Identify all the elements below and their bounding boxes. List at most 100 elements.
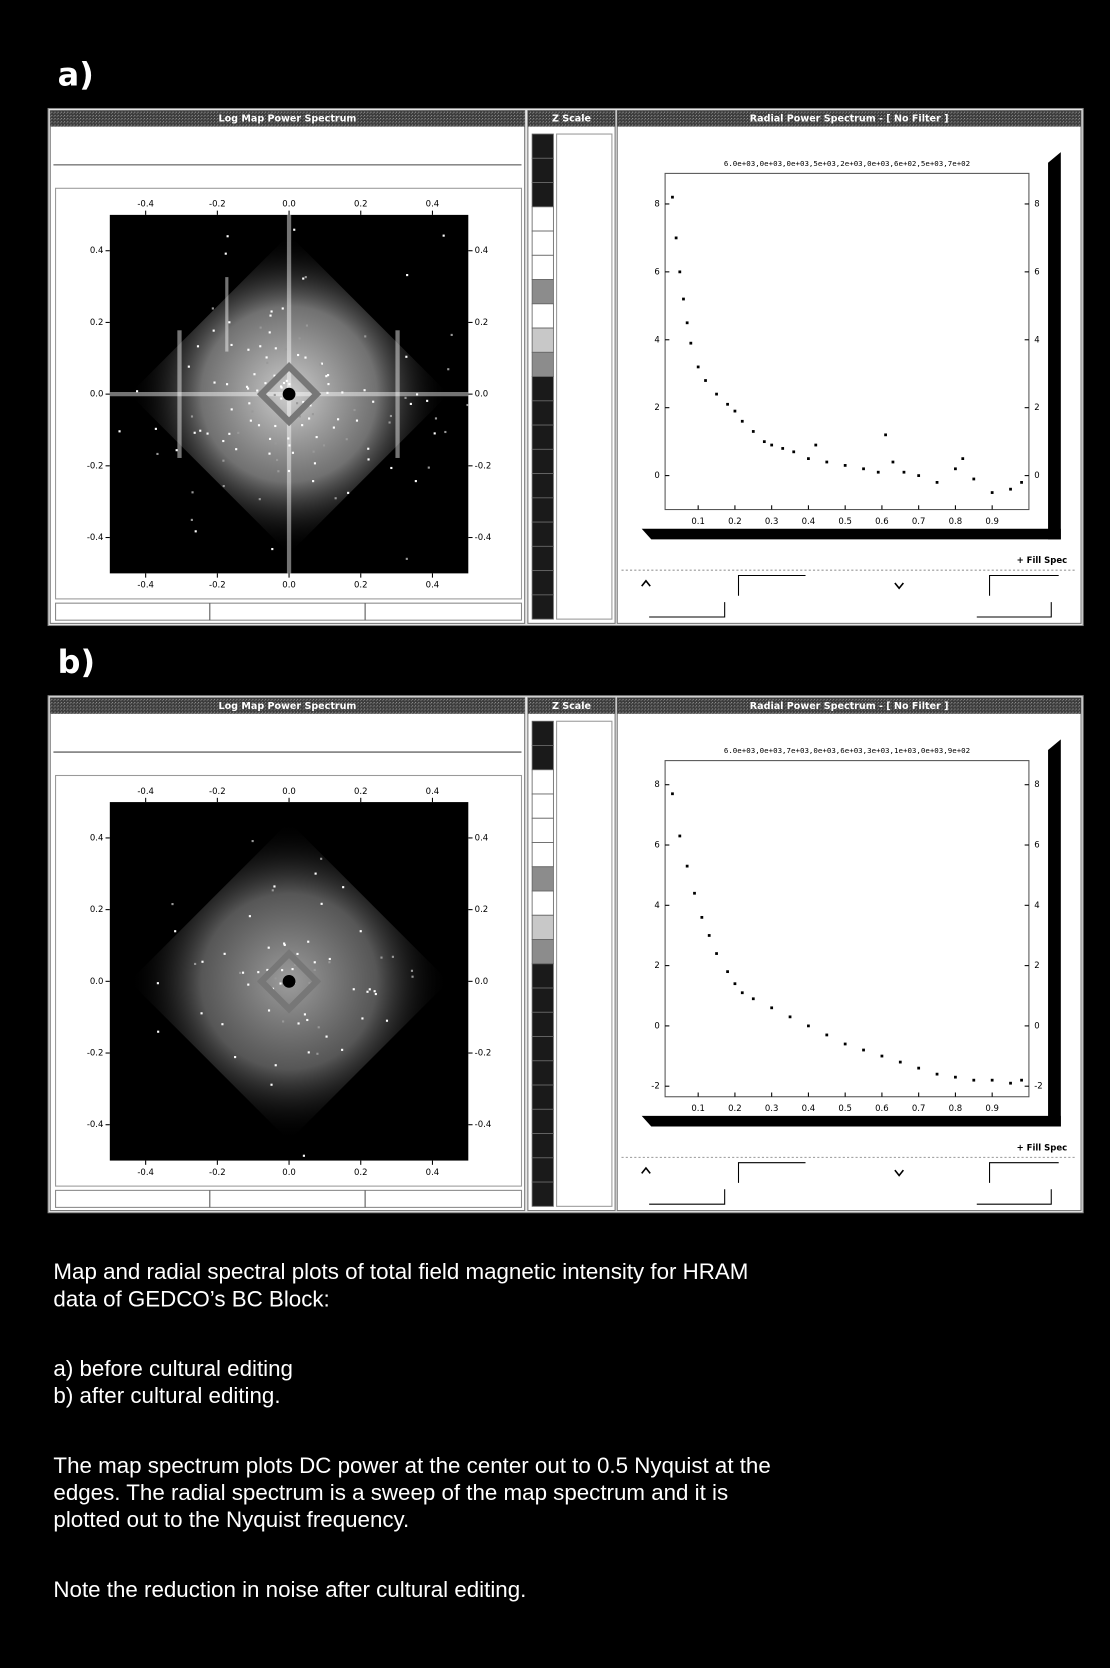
zscale-swatch — [531, 1084, 554, 1110]
map-speck — [156, 982, 159, 985]
y-tick-label: 0 — [654, 1021, 659, 1031]
map-speck — [374, 992, 377, 996]
caption-line: Note the reduction in noise after cultur… — [53, 1577, 526, 1602]
map-speck — [287, 469, 291, 473]
y-tick-label: 6 — [654, 841, 659, 851]
map-noise — [129, 821, 449, 1157]
x-tick-label: -0.4 — [137, 200, 154, 210]
spectrum-point — [880, 1054, 884, 1058]
zscale-swatch — [531, 1157, 554, 1183]
map-speck — [291, 968, 294, 971]
spectrum-point — [972, 1078, 976, 1082]
map-speck — [201, 960, 204, 963]
x-tick-label: 0.0 — [282, 581, 296, 591]
panel-label: b) — [58, 643, 95, 681]
spectrum-point — [678, 834, 682, 838]
map-speck — [267, 946, 270, 949]
spectrum-point — [671, 195, 674, 199]
map-dc — [282, 974, 296, 988]
spectrum-point — [917, 474, 921, 477]
map-speck — [308, 417, 311, 420]
zscale-swatch — [531, 914, 554, 940]
map-ring — [256, 949, 322, 1014]
spectrum-point — [807, 1024, 810, 1028]
x-tick-label: 0.4 — [802, 517, 816, 527]
map-speck — [273, 393, 276, 396]
spectrum-point — [740, 991, 744, 995]
x-tick-label: 0.2 — [354, 1168, 368, 1178]
map-speck — [466, 403, 469, 407]
title-bar — [50, 697, 525, 714]
caption-line: data of GEDCO’s BC Block: — [53, 1286, 329, 1311]
map-speck — [191, 491, 194, 494]
x-tick-label: 0.5 — [838, 517, 852, 527]
y-tick-label: -2 — [1034, 1082, 1042, 1092]
map-speck — [320, 857, 323, 860]
spectrum-point — [770, 443, 774, 447]
map-speck — [314, 872, 317, 875]
zscale-swatch — [531, 206, 554, 232]
panel-label: a) — [58, 56, 94, 94]
map-speck — [352, 988, 355, 991]
map-speck — [313, 462, 317, 465]
zscale-swatch — [531, 497, 554, 523]
y-tick-label: 6 — [1034, 267, 1039, 277]
status-row — [55, 602, 523, 621]
map-speck — [307, 940, 310, 943]
map-speck — [267, 1009, 271, 1012]
y-tick-label: 8 — [1034, 199, 1039, 209]
map-speck — [200, 1012, 203, 1015]
map-speck — [390, 466, 393, 470]
map-speck — [332, 426, 335, 429]
spectrum-point — [788, 1015, 792, 1019]
map-speck — [264, 382, 267, 385]
window-title: Radial Power Spectrum - [ No Filter ] — [750, 701, 949, 712]
map-speck — [294, 980, 297, 983]
map-speck — [235, 448, 238, 451]
x-tick-label: 0.1 — [691, 1104, 705, 1114]
zscale-swatch — [531, 890, 554, 916]
map-speck — [156, 452, 159, 456]
map-speck — [373, 990, 376, 993]
map-speck — [444, 430, 447, 434]
y-tick-label: 0.4 — [90, 833, 104, 843]
spectrum-point — [1009, 487, 1012, 491]
spectrum-point — [726, 970, 729, 974]
spectrum-point — [1020, 481, 1023, 484]
map-speck — [251, 839, 254, 843]
spectrum-point — [689, 341, 693, 345]
fill-spec-button: + Fill Spec — [1017, 556, 1068, 566]
map-speck — [303, 1013, 306, 1016]
status-row — [55, 1189, 523, 1208]
x-tick-label: 0.2 — [354, 787, 368, 797]
zscale-swatch — [531, 1060, 554, 1086]
x-tick-label: 0.4 — [426, 1168, 440, 1178]
y-tick-label: 0.0 — [90, 977, 104, 987]
map-speck — [293, 228, 296, 231]
map-speck — [342, 886, 345, 889]
map-speck — [404, 396, 407, 399]
title-bar — [617, 697, 1082, 714]
spectrum-point — [685, 321, 689, 325]
map-speck — [249, 419, 252, 422]
map-speck — [273, 885, 276, 888]
spectrum-point — [770, 1006, 774, 1010]
map-speck — [258, 498, 261, 501]
zscale-swatch — [531, 1108, 554, 1134]
spectrum-point — [990, 491, 994, 494]
x-tick-label: 0.0 — [282, 200, 296, 210]
zscale-panel — [556, 720, 613, 1207]
map-speck — [391, 955, 394, 958]
map-speck — [345, 438, 348, 441]
map-speck — [327, 383, 330, 386]
map-speck — [326, 391, 329, 394]
map-speck — [268, 331, 271, 334]
field-box — [989, 574, 1059, 596]
y-tick-label: 0.4 — [475, 246, 489, 256]
field-box — [649, 1189, 726, 1205]
map-speck — [363, 389, 366, 392]
title-bar — [617, 110, 1082, 127]
spectrum-point — [792, 450, 796, 454]
spectrum-point — [733, 409, 737, 413]
